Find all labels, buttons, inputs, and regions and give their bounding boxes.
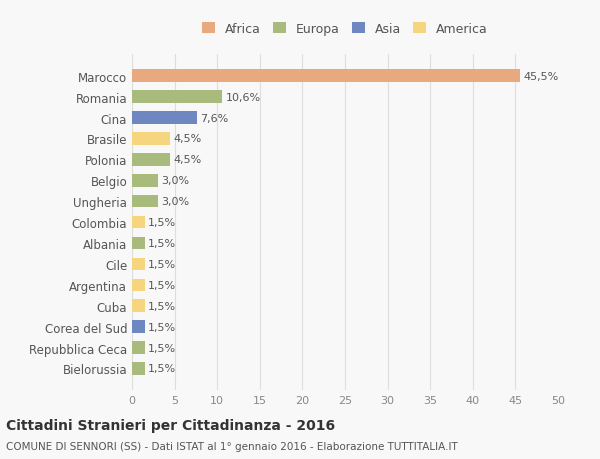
Text: 1,5%: 1,5% [148,364,176,374]
Bar [132,154,170,166]
Bar [132,174,158,187]
Text: 45,5%: 45,5% [523,72,559,82]
Bar [132,196,158,208]
Bar [132,70,520,83]
Text: 1,5%: 1,5% [148,343,176,353]
Bar [132,279,145,291]
Legend: Africa, Europa, Asia, America: Africa, Europa, Asia, America [197,18,493,41]
Bar [132,133,170,146]
Text: 10,6%: 10,6% [226,92,261,102]
Bar [132,91,223,104]
Text: 1,5%: 1,5% [148,218,176,228]
Bar [132,363,145,375]
Text: 3,0%: 3,0% [161,197,189,207]
Bar [132,321,145,333]
Text: Cittadini Stranieri per Cittadinanza - 2016: Cittadini Stranieri per Cittadinanza - 2… [6,418,335,432]
Text: 4,5%: 4,5% [174,155,202,165]
Bar [132,341,145,354]
Text: 1,5%: 1,5% [148,239,176,248]
Text: 7,6%: 7,6% [200,113,229,123]
Text: 1,5%: 1,5% [148,322,176,332]
Text: 1,5%: 1,5% [148,259,176,269]
Text: 1,5%: 1,5% [148,301,176,311]
Text: 1,5%: 1,5% [148,280,176,290]
Text: COMUNE DI SENNORI (SS) - Dati ISTAT al 1° gennaio 2016 - Elaborazione TUTTITALIA: COMUNE DI SENNORI (SS) - Dati ISTAT al 1… [6,441,458,451]
Text: 4,5%: 4,5% [174,134,202,144]
Bar [132,258,145,271]
Text: 3,0%: 3,0% [161,176,189,186]
Bar [132,216,145,229]
Bar [132,237,145,250]
Bar [132,112,197,124]
Bar [132,300,145,312]
